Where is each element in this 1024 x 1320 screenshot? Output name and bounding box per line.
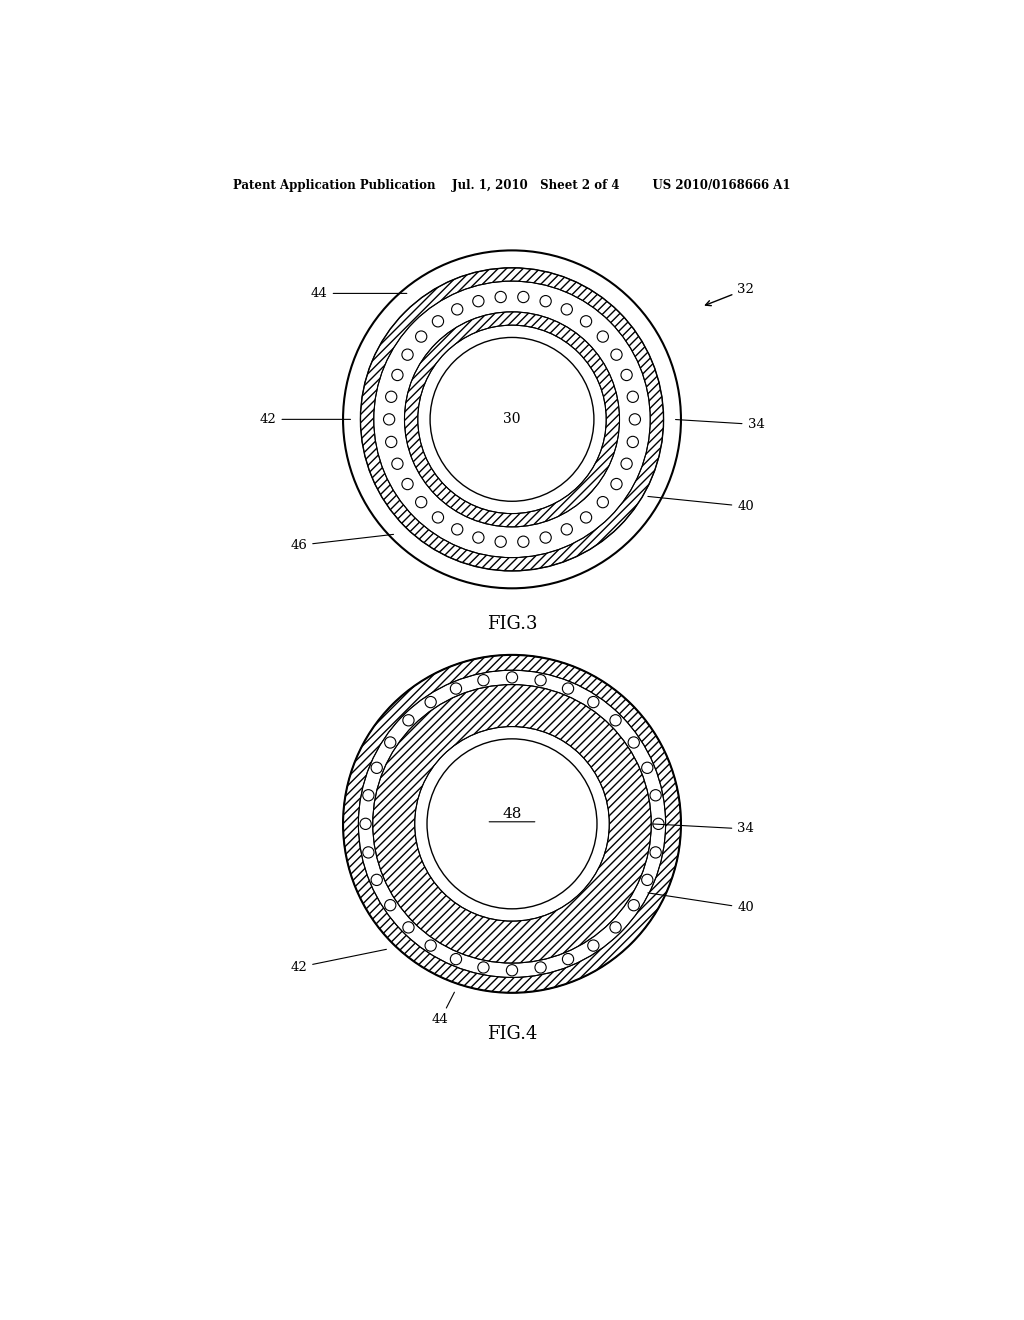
Text: 32: 32 [706,282,754,306]
Text: 42: 42 [260,413,350,426]
Text: 46: 46 [291,535,393,552]
Text: 34: 34 [676,418,764,430]
Text: 40: 40 [648,496,754,513]
Circle shape [427,739,597,909]
Text: FIG.4: FIG.4 [486,1024,538,1043]
Text: 30: 30 [503,412,521,426]
Circle shape [430,338,594,502]
Text: 48: 48 [503,807,521,821]
Text: FIG.3: FIG.3 [486,615,538,634]
Text: 42: 42 [291,949,386,974]
Text: 34: 34 [653,822,754,836]
Text: 44: 44 [311,286,407,300]
Text: Patent Application Publication    Jul. 1, 2010   Sheet 2 of 4        US 2010/016: Patent Application Publication Jul. 1, 2… [233,180,791,193]
Text: 44: 44 [432,993,455,1026]
Text: 40: 40 [648,892,754,915]
